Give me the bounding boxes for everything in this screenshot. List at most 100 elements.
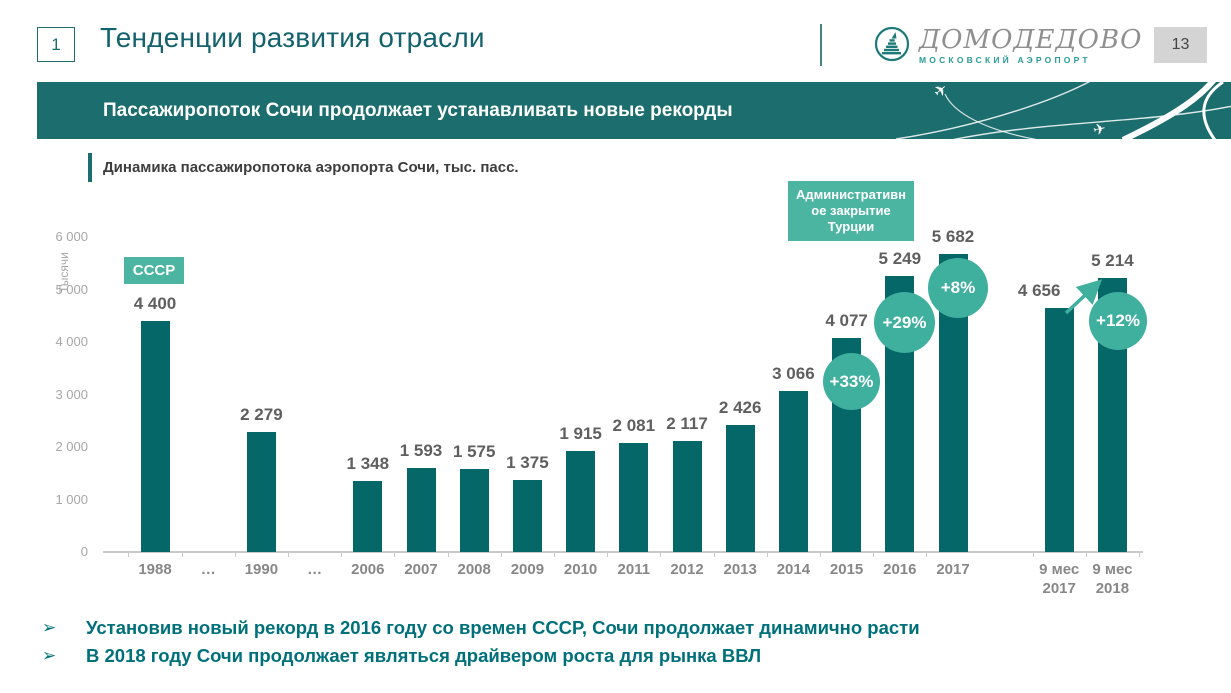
- x-axis-label: 2011: [617, 561, 651, 578]
- x-axis-label: 2014: [776, 561, 811, 578]
- bar-value-label: 4 400: [133, 294, 177, 313]
- bar-value-label: 1 575: [452, 442, 496, 462]
- bar-2009: [512, 479, 542, 552]
- heading-accent-bar: [88, 153, 92, 182]
- bar-value-label: 4 656: [1017, 280, 1061, 300]
- bar-value-label: 1 348: [346, 454, 390, 474]
- axis-tick: [607, 553, 609, 557]
- axis-tick: [234, 553, 236, 557]
- pct-badge-2016: +29%: [874, 292, 935, 353]
- axis-tick: [447, 553, 449, 557]
- chart-heading: Динамика пассажиропотока аэропорта Сочи,…: [103, 159, 519, 176]
- x-axis-label: 2006: [351, 561, 385, 578]
- bar-2007: [406, 468, 436, 552]
- x-axis-label: 1990: [244, 561, 279, 578]
- bar-2008: [459, 469, 489, 552]
- bar-value-label: 2 117: [666, 413, 708, 433]
- bar-1990: [246, 432, 276, 552]
- axis-tick: [660, 553, 662, 557]
- pct-badge-9m-2018: +12%: [1089, 292, 1147, 350]
- x-axis-label: 9 мес 2018: [1092, 561, 1133, 597]
- bar-1988: [140, 321, 170, 552]
- page-title: Тенденции развития отрасли: [100, 22, 485, 53]
- axis-tick: [128, 553, 130, 557]
- axis-tick: [873, 553, 875, 557]
- bar-value-label: 1 915: [559, 424, 602, 444]
- axis-tick: [1085, 553, 1087, 557]
- axis-tick: [1032, 553, 1034, 557]
- x-axis-label: 2017: [936, 561, 970, 578]
- y-axis-tick-label: 6 000: [55, 229, 88, 244]
- x-axis-label: …: [200, 561, 216, 578]
- bar-value-label: 2 081: [612, 415, 656, 435]
- bullet-arrow-icon: ➢: [42, 618, 57, 637]
- x-axis-label: 1988: [138, 561, 172, 578]
- pct-badge-2015: +33%: [823, 353, 880, 410]
- axis-tick: [500, 553, 502, 557]
- bullet-arrow-icon: ➢: [42, 646, 57, 665]
- bar-2011: [619, 442, 649, 552]
- section-banner: ✈ ✈ Пассажиропоток Сочи продолжает устан…: [37, 82, 1231, 139]
- airplane-icon: ✈: [1092, 120, 1108, 139]
- y-axis-tick-label: 3 000: [55, 386, 88, 402]
- bar-value-label: 5 249: [878, 249, 922, 269]
- x-axis-label: 2013: [723, 561, 757, 578]
- airplane-icon: ✈: [931, 82, 952, 102]
- bar-value-label: 5 682: [931, 226, 975, 246]
- slide-section-number: 1: [37, 27, 75, 62]
- x-axis-label: 2008: [457, 561, 491, 578]
- turkey-closure-badge: Административное закрытие Турции: [788, 181, 914, 241]
- x-axis-label: 2010: [563, 561, 598, 578]
- axis-tick: [554, 553, 555, 557]
- y-axis-tick-label: 4 000: [55, 334, 88, 349]
- axis-tick: [926, 553, 928, 557]
- y-axis-tick-label: 5 000: [55, 281, 88, 297]
- banner-title: Пассажиропоток Сочи продолжает устанавли…: [103, 99, 733, 121]
- x-axis-line: [103, 551, 1143, 553]
- bar-value-label: 3 066: [772, 364, 815, 384]
- x-axis-label: 2009: [510, 561, 545, 578]
- bar-9мес-2017: [1044, 307, 1074, 552]
- x-axis-label: 2016: [883, 561, 917, 578]
- bar-2014: [778, 391, 808, 552]
- header-divider: [820, 24, 822, 66]
- y-axis-tick-label: 2 000: [55, 439, 88, 454]
- bar-2012: [672, 440, 702, 552]
- bar-value-label: 1 593: [399, 441, 443, 461]
- bar-value-label: 1 375: [506, 452, 549, 472]
- bullet-text: Установив новый рекорд в 2016 году со вр…: [86, 617, 920, 638]
- logo-tagline: МОСКОВСКИЙ АЭРОПОРТ: [919, 55, 1091, 65]
- domodedovo-logo: ДОМОДЕДОВО МОСКОВСКИЙ АЭРОПОРТ: [874, 26, 1142, 65]
- axis-tick: [766, 553, 768, 557]
- axis-tick: [394, 553, 396, 557]
- bullet-item: ➢ Установив новый рекорд в 2016 году со …: [42, 616, 920, 640]
- logo-wordmark: ДОМОДЕДОВО: [919, 25, 1143, 55]
- axis-tick: [181, 553, 183, 557]
- axis-tick: [1139, 553, 1140, 557]
- bullet-text: В 2018 году Сочи продолжает являться дра…: [86, 645, 762, 666]
- airport-tower-icon: [874, 26, 910, 62]
- bar-value-label: 5 214: [1091, 251, 1134, 271]
- x-axis-label: …: [307, 561, 323, 578]
- axis-tick: [341, 553, 343, 557]
- bar-2013: [725, 424, 755, 552]
- bar-value-label: 2 279: [240, 405, 283, 425]
- bar-value-label: 2 426: [718, 397, 762, 417]
- y-axis-tick-label: 0: [80, 544, 88, 559]
- bar-value-label: 4 077: [825, 310, 868, 330]
- ussr-badge: СССР: [124, 257, 184, 284]
- bar-2010: [566, 451, 596, 552]
- axis-tick: [288, 553, 289, 557]
- x-axis-label: 2012: [670, 561, 704, 578]
- pct-badge-2017: +8%: [928, 258, 988, 318]
- x-axis-label: 2015: [829, 561, 864, 578]
- axis-tick: [713, 553, 715, 557]
- x-axis-label: 2007: [404, 561, 438, 578]
- flight-routes-decoration: ✈ ✈: [895, 82, 1231, 139]
- axis-tick: [820, 553, 821, 557]
- x-axis-label: 9 мес 2017: [1039, 561, 1080, 597]
- y-axis-tick-label: 1 000: [55, 491, 88, 507]
- bar-2006: [353, 481, 383, 552]
- bullet-item: ➢ В 2018 году Сочи продолжает являться д…: [42, 644, 761, 668]
- page-number: 13: [1154, 27, 1207, 63]
